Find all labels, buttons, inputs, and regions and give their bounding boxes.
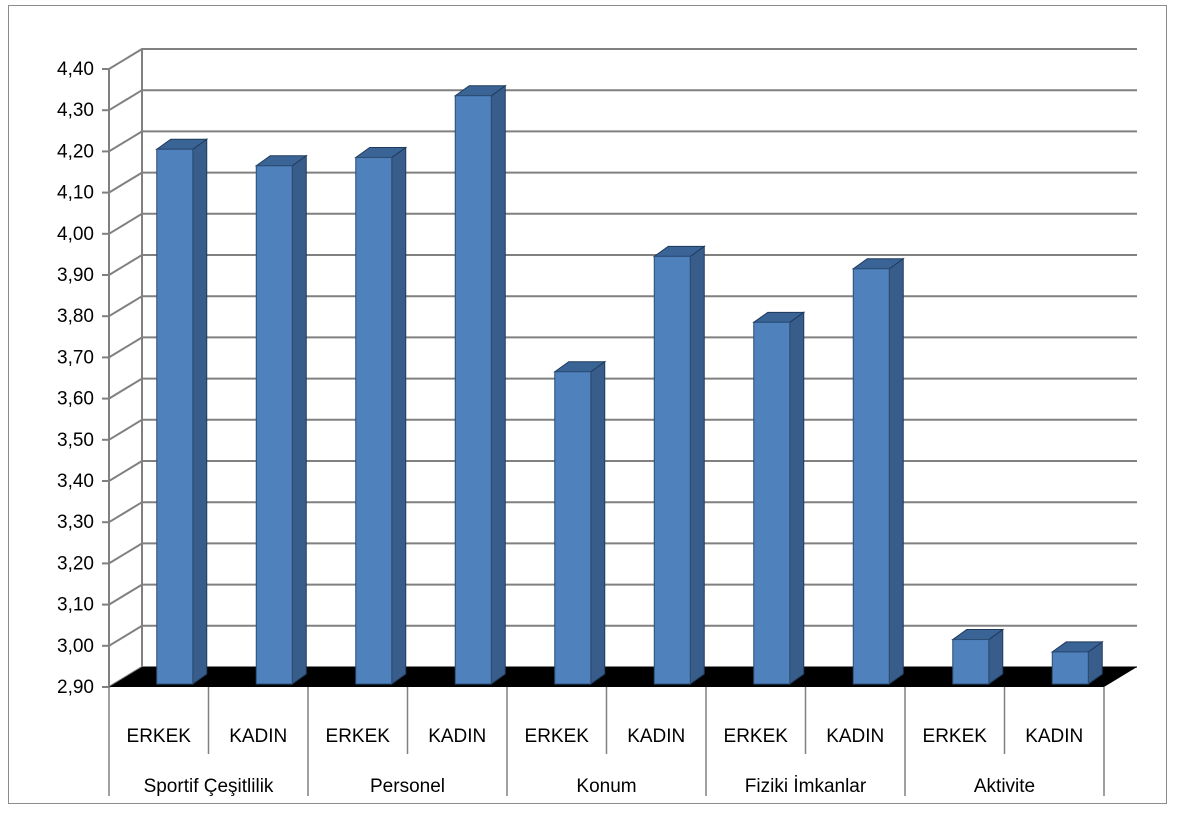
y-tick-label: 3,10 [57, 595, 94, 616]
y-tick-label: 3,30 [57, 512, 94, 533]
bar-side [789, 311, 805, 685]
bar [354, 146, 408, 685]
bars [155, 84, 1104, 685]
bar-side [689, 245, 705, 685]
x-group-label: Konum [576, 776, 636, 797]
y-tick-label: 4,20 [57, 141, 94, 162]
bar-front [156, 148, 194, 685]
bar-side [391, 146, 407, 685]
bar-side [888, 257, 904, 685]
x-subcategory-label: KADIN [1025, 726, 1083, 747]
bar-front [255, 165, 293, 685]
x-subcategory-label: ERKEK [326, 726, 391, 747]
bar-front [852, 268, 890, 685]
bar [553, 360, 607, 685]
x-subcategory-label: ERKEK [923, 726, 988, 747]
bar [1050, 640, 1104, 685]
x-axis-category-labels: ERKEK KADIN ERKEK KADIN ERKEK KADIN ERKEK KADIN… [127, 726, 1084, 797]
y-axis-tick-labels: 2,90 3,00 3,10 3,20 3,30 3,40 3,50 3,60 3,70 3,80… [57, 59, 94, 698]
y-tick-label: 3,70 [57, 347, 94, 368]
y-tick-label: 3,60 [57, 389, 94, 410]
axes [102, 49, 1105, 796]
gridline [108, 130, 1137, 153]
bar-side [192, 138, 208, 685]
bar-chart: 2,90 3,00 3,10 3,20 3,30 3,40 3,50 3,60 3,70 3,80… [57, 48, 1137, 797]
y-tick-label: 4,40 [57, 59, 94, 80]
x-subcategory-label: ERKEK [724, 726, 789, 747]
y-tick-label: 3,00 [57, 636, 94, 657]
x-group-label: Aktivite [974, 776, 1035, 797]
y-tick-label: 2,90 [57, 677, 94, 698]
x-subcategory-label: KADIN [826, 726, 884, 747]
y-tick-label: 4,30 [57, 100, 94, 121]
bar-front [554, 371, 592, 685]
bar-front [1051, 651, 1089, 685]
y-tick-label: 3,40 [57, 471, 94, 492]
bar-side [490, 84, 506, 685]
x-group-label: Fiziki İmkanlar [745, 776, 867, 797]
y-tick-label: 3,90 [57, 265, 94, 286]
x-subcategory-label: KADIN [229, 726, 287, 747]
bar [951, 628, 1005, 685]
bar [652, 245, 706, 685]
bar [453, 84, 507, 685]
bar [752, 311, 806, 685]
x-group-label: Personel [370, 776, 445, 797]
x-subcategory-label: ERKEK [127, 726, 192, 747]
y-tick-label: 3,80 [57, 306, 94, 327]
chart-frame: 2,90 3,00 3,10 3,20 3,30 3,40 3,50 3,60 3,70 3,80… [8, 5, 1167, 804]
bar-front [753, 321, 791, 685]
bar [254, 154, 308, 685]
bar-front [653, 255, 691, 685]
gridline [108, 89, 1137, 112]
bar [851, 257, 905, 685]
x-group-label: Sportif Çeşitlilik [144, 776, 274, 797]
bar-side [590, 360, 606, 685]
y-tick-label: 3,50 [57, 430, 94, 451]
bar-side [291, 154, 307, 685]
x-subcategory-label: KADIN [627, 726, 685, 747]
y-tick-label: 4,00 [57, 224, 94, 245]
bar [155, 138, 209, 685]
x-subcategory-label: ERKEK [525, 726, 590, 747]
gridline [108, 48, 1137, 70]
bar-front [952, 639, 990, 685]
bar-front [355, 157, 393, 685]
bar-front [454, 95, 492, 685]
y-tick-label: 4,10 [57, 183, 94, 204]
x-subcategory-label: KADIN [428, 726, 486, 747]
y-tick-label: 3,20 [57, 553, 94, 574]
